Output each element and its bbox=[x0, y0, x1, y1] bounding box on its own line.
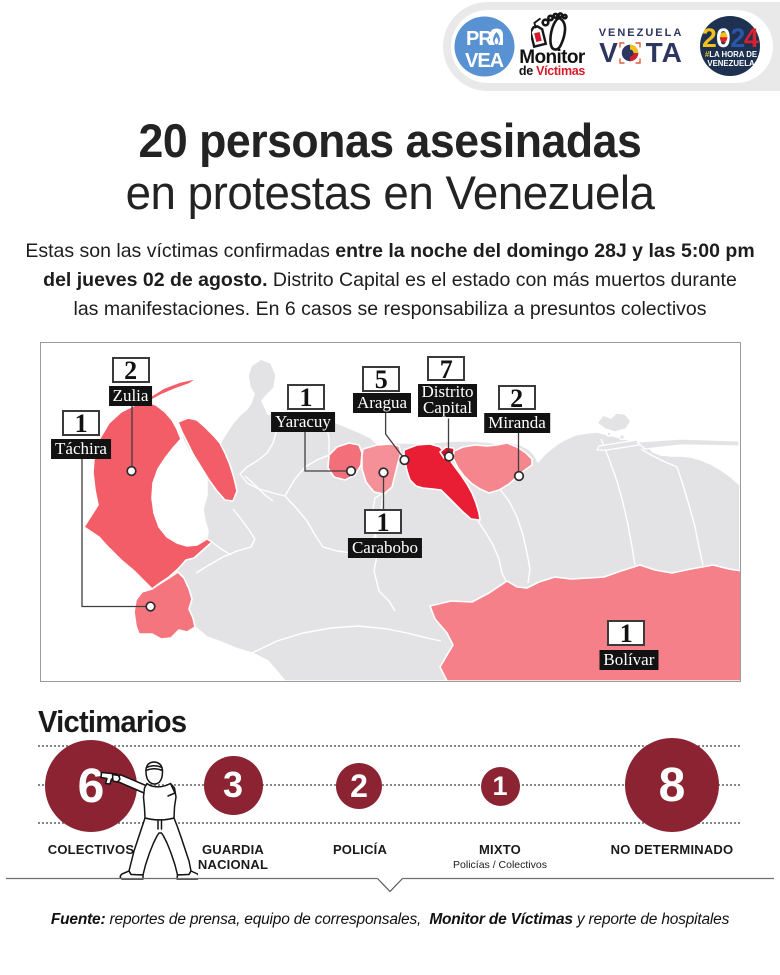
svg-text:VENEZUELA: VENEZUELA bbox=[707, 59, 755, 68]
svg-text:2: 2 bbox=[731, 23, 746, 53]
svg-text:4: 4 bbox=[744, 23, 759, 53]
svg-text:#LA HORA DE: #LA HORA DE bbox=[705, 50, 757, 59]
svg-text:PR: PR bbox=[466, 28, 493, 50]
svg-text:2: 2 bbox=[702, 23, 717, 53]
svg-text:VEA: VEA bbox=[465, 50, 504, 72]
